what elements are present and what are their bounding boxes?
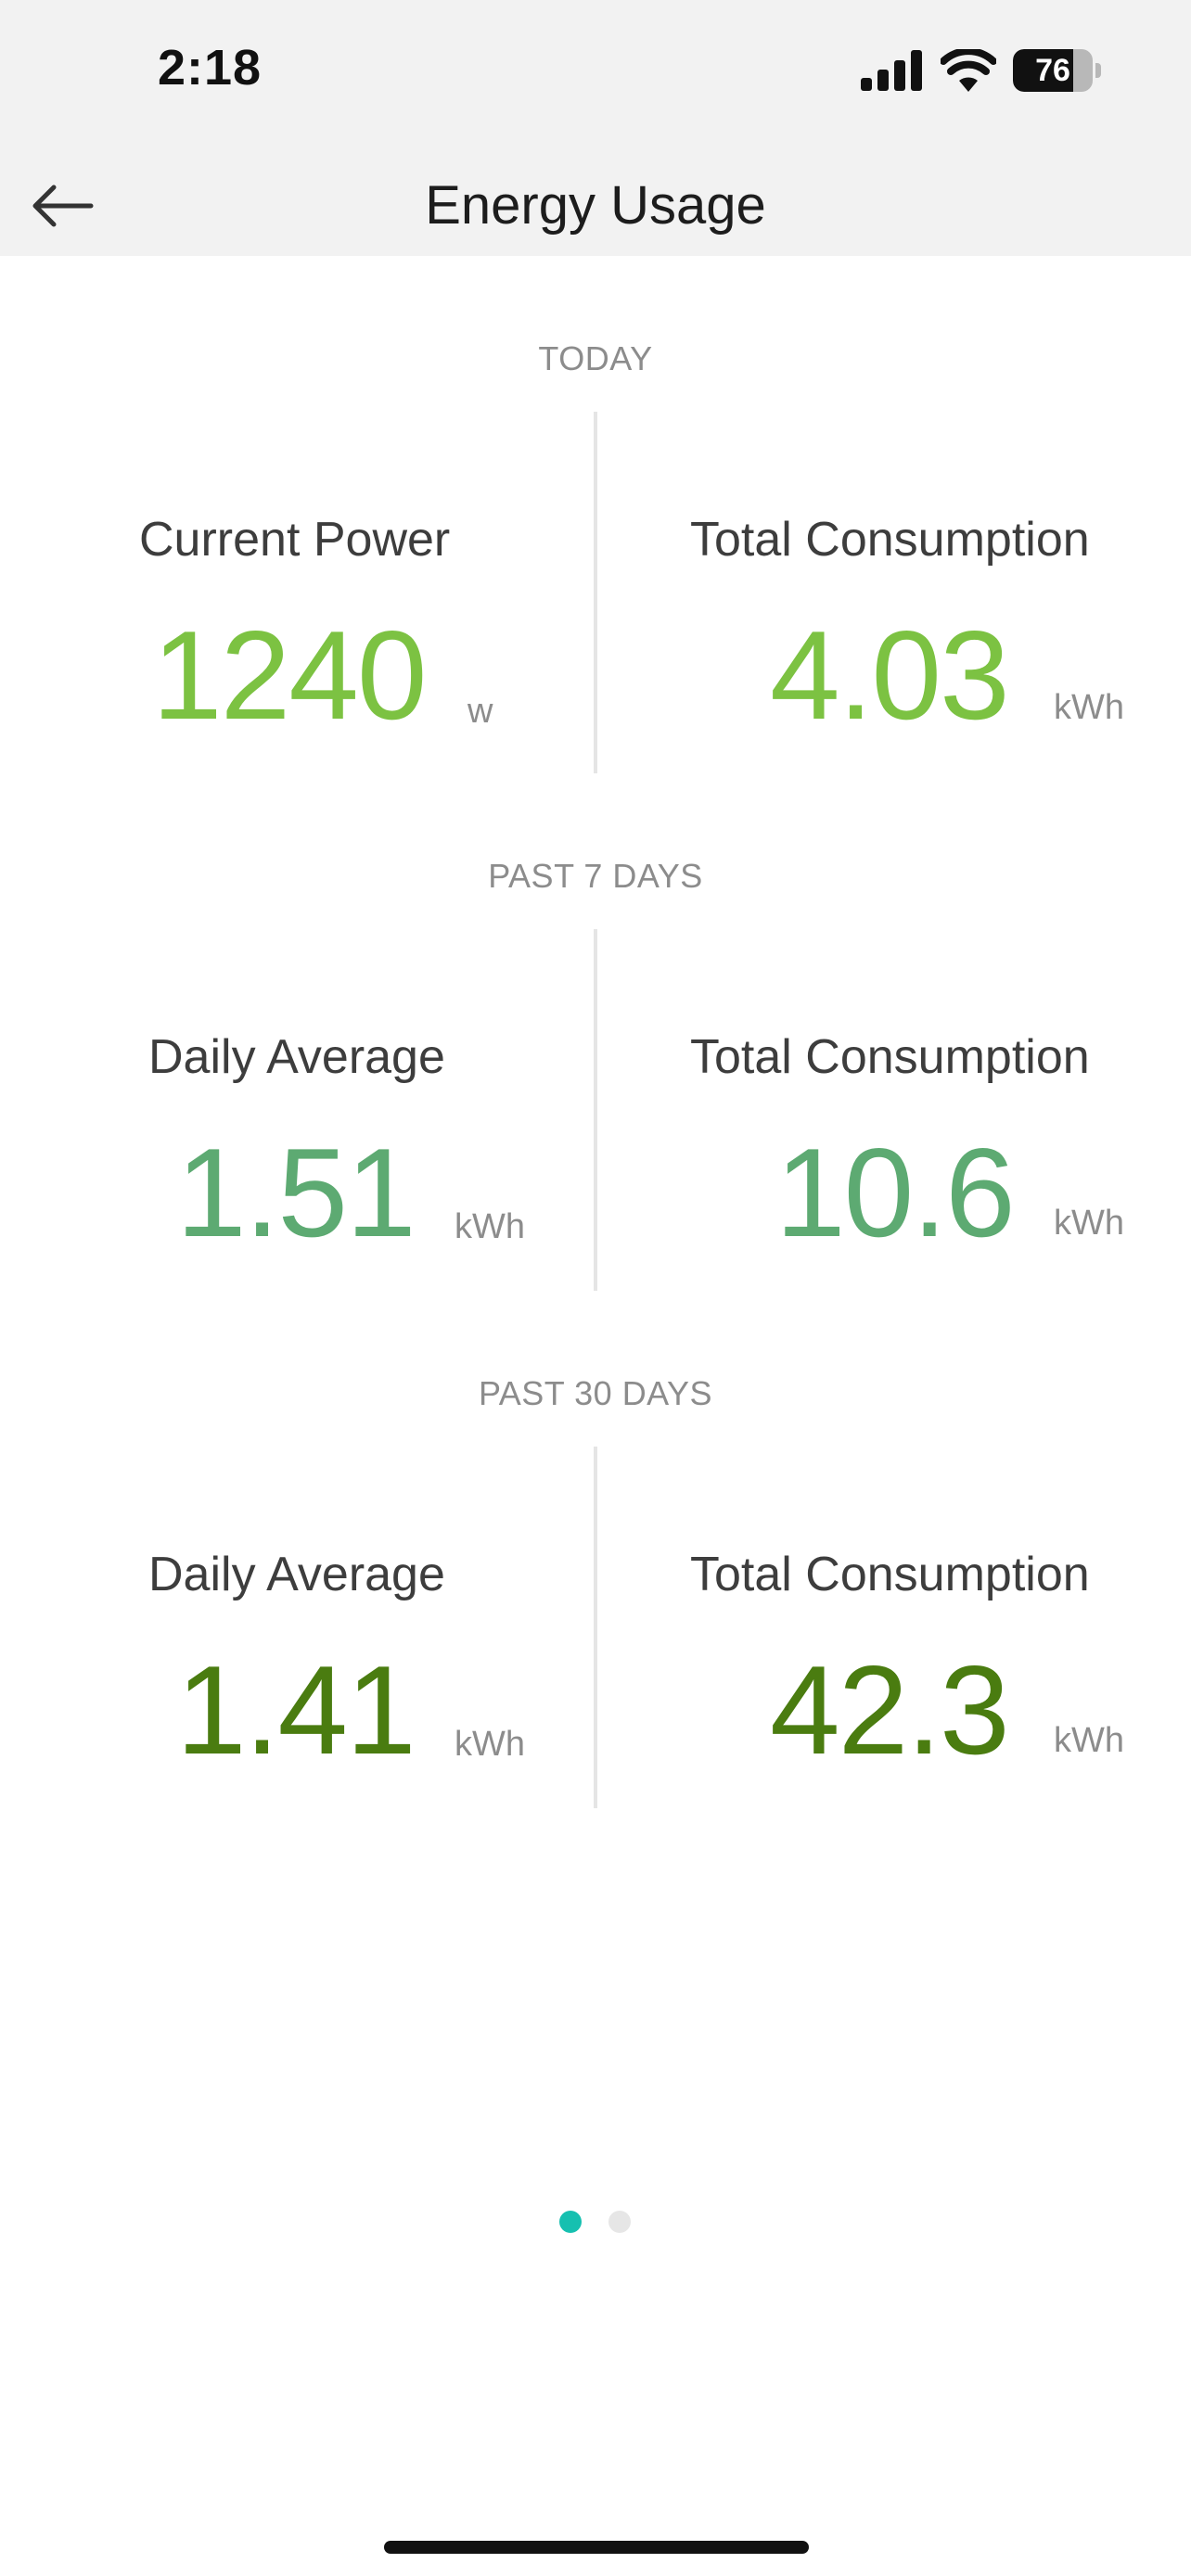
section-divider — [594, 412, 597, 773]
battery-fill — [1013, 49, 1074, 92]
arrow-left-icon — [32, 185, 94, 227]
wifi-icon — [941, 49, 996, 92]
7day-total-consumption-unit: kWh — [1054, 1204, 1124, 1243]
section-label-past-7-days: PAST 7 DAYS — [488, 857, 703, 895]
30day-total-consumption-unit: kWh — [1054, 1721, 1124, 1760]
home-indicator[interactable] — [384, 2541, 809, 2554]
7day-daily-average-value: 1.51 — [176, 1122, 416, 1263]
today-total-consumption-unit: kWh — [1054, 688, 1124, 727]
section-label-past-30-days: PAST 30 DAYS — [478, 1374, 713, 1412]
current-power-value: 1240 — [152, 605, 428, 746]
section-divider — [594, 1447, 597, 1808]
battery-body: 76 — [1013, 49, 1093, 92]
status-time: 2:18 — [158, 40, 263, 96]
battery-tip — [1095, 63, 1101, 78]
today-total-consumption-label: Total Consumption — [690, 513, 1090, 567]
section-label-today: TODAY — [538, 339, 653, 377]
status-icons: 76 — [861, 45, 1102, 96]
today-total-consumption-value: 4.03 — [770, 605, 1010, 746]
30day-total-consumption-label: Total Consumption — [690, 1548, 1090, 1601]
7day-total-consumption-value: 10.6 — [775, 1122, 1016, 1263]
7day-total-consumption-label: Total Consumption — [690, 1030, 1090, 1084]
cellular-signal-icon — [861, 50, 922, 91]
current-power-label: Current Power — [139, 513, 451, 567]
30day-daily-average-value: 1.41 — [176, 1639, 416, 1780]
section-divider — [594, 929, 597, 1291]
30day-total-consumption-value: 42.3 — [770, 1639, 1010, 1780]
30day-daily-average-unit: kWh — [455, 1725, 525, 1764]
7day-daily-average-label: Daily Average — [148, 1030, 445, 1084]
30day-daily-average-label: Daily Average — [148, 1548, 445, 1601]
page-title: Energy Usage — [425, 175, 766, 236]
header: 2:18 76 — [0, 0, 1191, 256]
battery-icon: 76 — [1013, 48, 1102, 93]
7day-daily-average-unit: kWh — [455, 1207, 525, 1246]
page-indicator-dot-active[interactable] — [559, 2211, 582, 2233]
current-power-unit: w — [467, 692, 493, 731]
back-button[interactable] — [20, 169, 104, 243]
battery-level: 76 — [1035, 52, 1070, 88]
page-indicator-dot[interactable] — [608, 2211, 631, 2233]
